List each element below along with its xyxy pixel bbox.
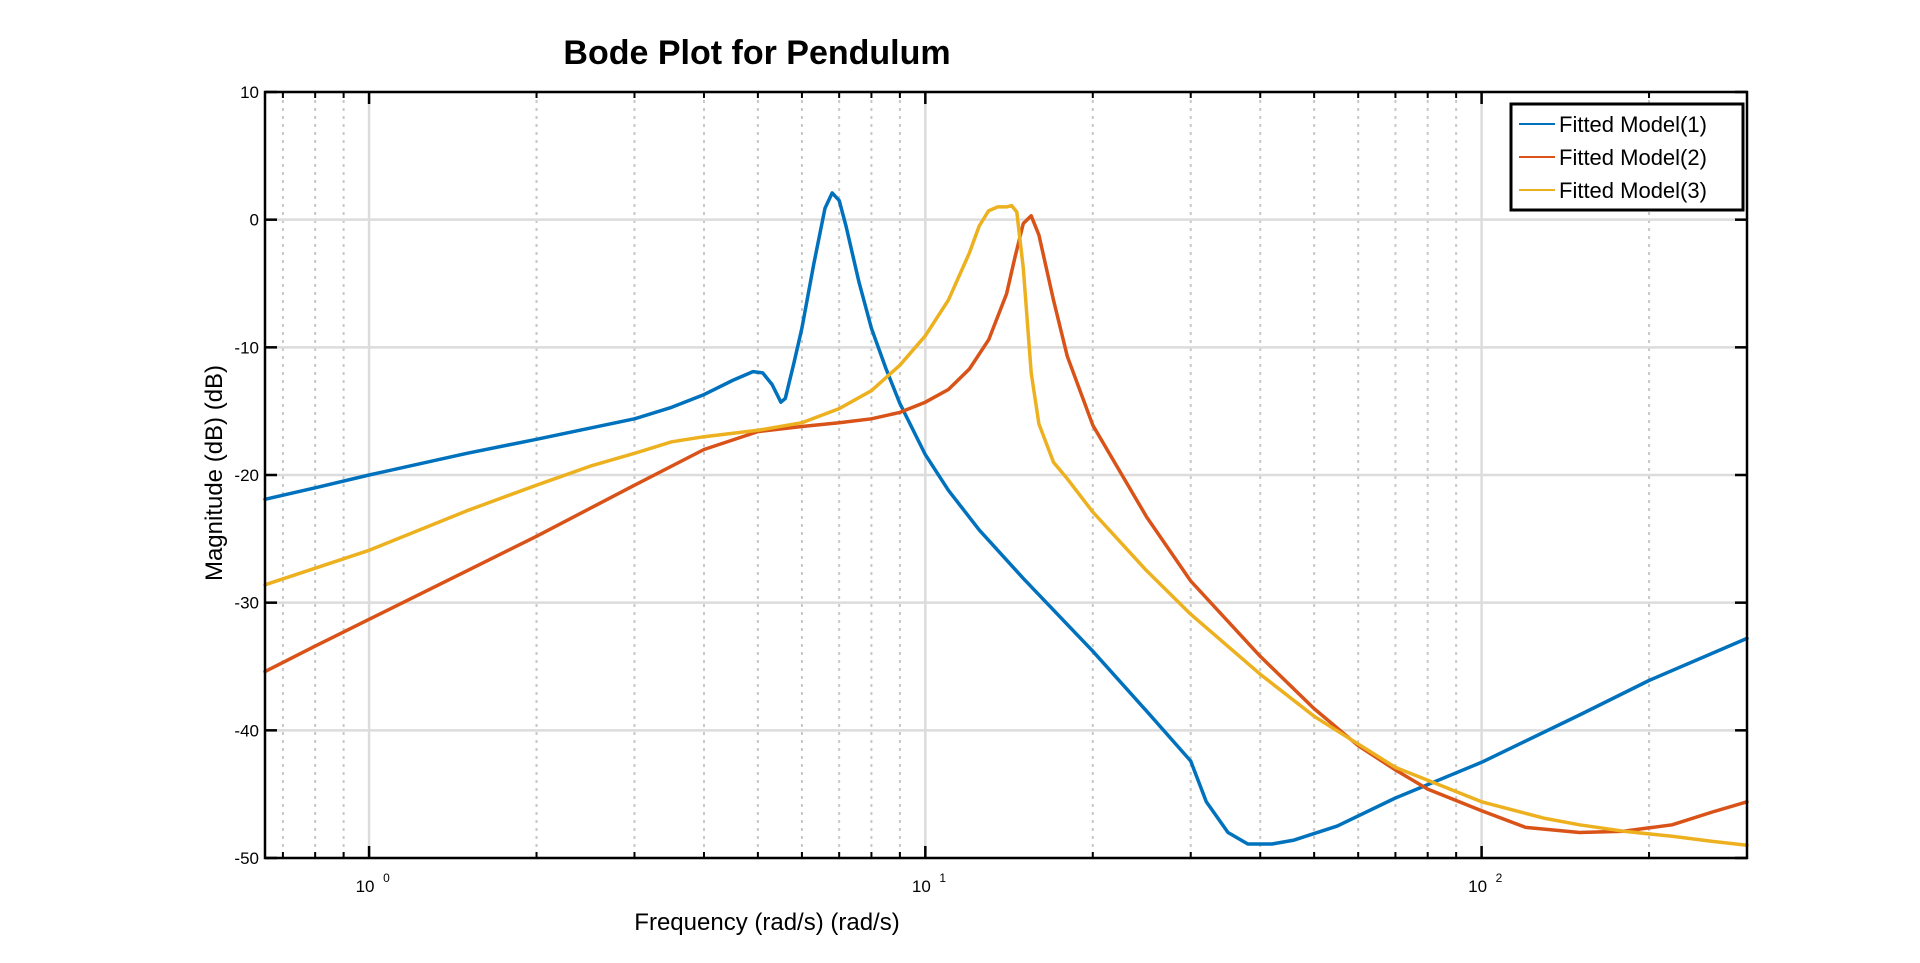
y-tick-label: -20 <box>234 466 259 485</box>
axes: 10 0 -10 -20 -30 -40 -50 10 0 10 1 10 2 <box>234 83 1749 896</box>
x-axis-label: Frequency (rad/s) (rad/s) <box>634 909 899 936</box>
y-tick-label: -40 <box>234 721 259 740</box>
series-line-2 <box>263 214 1749 835</box>
legend: Fitted Model(1) Fitted Model(2) Fitted Mod… <box>1509 102 1745 212</box>
series-line-1 <box>263 191 1749 846</box>
y-tick-label: 0 <box>250 211 259 230</box>
legend-label-1: Fitted Model(1) <box>1559 112 1707 137</box>
x-tick-exponent: 1 <box>939 871 946 885</box>
x-tick-exponent: 0 <box>383 871 390 885</box>
x-tick-label: 10 <box>356 877 375 896</box>
x-tick-exponent: 2 <box>1496 871 1503 885</box>
y-tick-label: -10 <box>234 338 259 357</box>
series-line-3 <box>263 203 1749 847</box>
y-axis-label: Magnitude (dB) (dB) <box>201 365 228 581</box>
series-lines <box>263 191 1749 847</box>
legend-label-2: Fitted Model(2) <box>1559 145 1707 170</box>
y-tick-label: -50 <box>234 849 259 868</box>
x-tick-label: 10 <box>1468 877 1487 896</box>
chart-title: Bode Plot for Pendulum <box>563 34 950 72</box>
y-tick-label: -30 <box>234 594 259 613</box>
y-tick-label: 10 <box>240 83 259 102</box>
legend-label-3: Fitted Model(3) <box>1559 178 1707 203</box>
x-tick-label: 10 <box>912 877 931 896</box>
